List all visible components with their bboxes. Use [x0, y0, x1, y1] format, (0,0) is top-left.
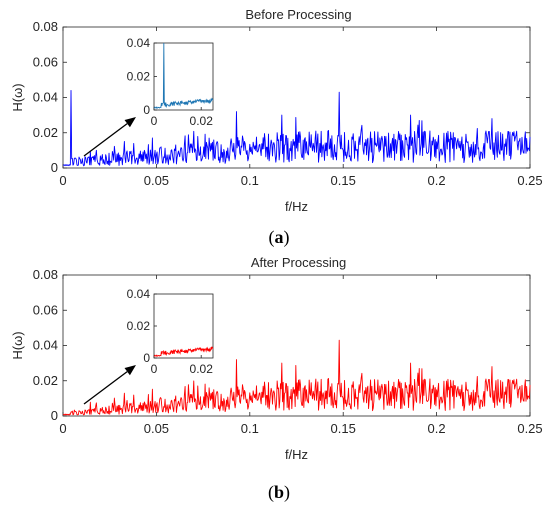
inset-x-tick-label: 0.02	[190, 362, 214, 376]
panel-b: 0 0.05 0.1 0.15 0.2 0.25 0 0.02 0.04 0.06 0.08 Afte…	[10, 255, 543, 503]
y-axis-label: H(ω)	[10, 331, 25, 359]
y-tick-label: 0	[51, 160, 58, 175]
inset-y-tick-label: 0.02	[127, 70, 151, 84]
series-line	[62, 339, 531, 416]
inset-plot: 0 0.02 0 0.02 0.04	[127, 36, 214, 128]
y-tick-label: 0.02	[33, 373, 58, 388]
y-tick-label: 0.06	[33, 302, 58, 317]
y-axis-label: H(ω)	[10, 83, 25, 111]
inset-y-tick-label: 0.04	[127, 287, 151, 301]
x-tick-label: 0.2	[428, 173, 446, 188]
x-tick-label: 0.05	[144, 421, 169, 436]
x-tick-label: 0.25	[517, 421, 542, 436]
y-tick-label: 0.08	[33, 19, 58, 34]
x-tick-label: 0.05	[144, 173, 169, 188]
zoom-arrow-head	[124, 117, 136, 128]
panel-caption: (b)	[268, 482, 290, 503]
y-tick-label: 0.06	[33, 54, 58, 69]
y-tick-label: 0.04	[33, 338, 58, 353]
zoom-arrow-shaft	[83, 123, 128, 157]
inset-frame	[153, 42, 214, 111]
inset-y-tick-label: 0.02	[127, 319, 151, 333]
inset-series-line	[153, 42, 214, 109]
panel-a: 0 0.05 0.1 0.15 0.2 0.25 0 0.02 0.04 0.06 0.08 Befo…	[10, 7, 543, 248]
series-line	[62, 89, 531, 167]
inset-y-tick-label: 0.04	[127, 36, 151, 50]
x-tick-label: 0.1	[241, 421, 259, 436]
inset-y-tick-label: 0	[143, 103, 150, 117]
x-tick-label: 0.15	[331, 173, 356, 188]
inset-x-tick-label: 0	[151, 114, 158, 128]
x-tick-label: 0	[59, 173, 66, 188]
inset-frame	[153, 293, 214, 359]
zoom-arrow-head	[124, 365, 136, 376]
x-axis-label: f/Hz	[285, 447, 308, 462]
x-tick-label: 0.15	[331, 421, 356, 436]
x-axis-label: f/Hz	[285, 199, 308, 214]
inset-x-tick-label: 0.02	[190, 114, 214, 128]
x-tick-label: 0.25	[517, 173, 542, 188]
inset-y-tick-label: 0	[143, 351, 150, 365]
x-tick-label: 0.1	[241, 173, 259, 188]
inset-series-line	[153, 345, 214, 357]
zoom-arrow-shaft	[83, 371, 128, 405]
y-tick-label: 0	[51, 408, 58, 423]
chart-title: Before Processing	[245, 7, 351, 22]
y-tick-label: 0.02	[33, 125, 58, 140]
x-tick-label: 0	[59, 421, 66, 436]
inset-x-tick-label: 0	[151, 362, 158, 376]
panel-caption: (a)	[269, 227, 290, 248]
y-tick-label: 0.08	[33, 267, 58, 282]
y-tick-label: 0.04	[33, 90, 58, 105]
x-tick-label: 0.2	[428, 421, 446, 436]
chart-title: After Processing	[251, 255, 346, 270]
inset-plot: 0 0.02 0 0.02 0.04	[127, 287, 214, 376]
